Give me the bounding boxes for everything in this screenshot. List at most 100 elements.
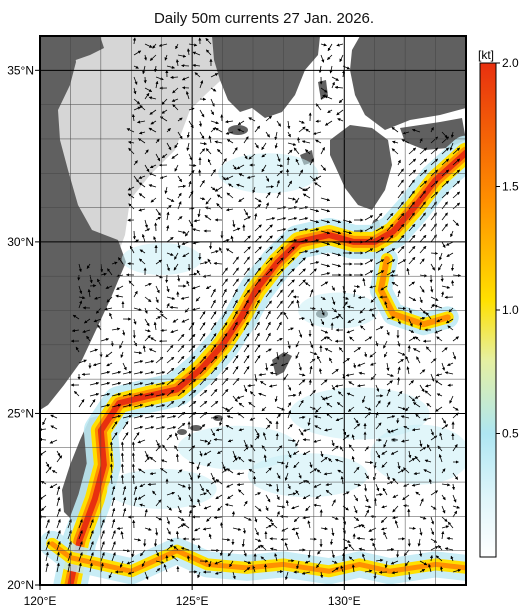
current-vector	[149, 164, 157, 169]
current-vector	[133, 403, 144, 408]
current-vector	[440, 291, 445, 298]
current-vector	[326, 412, 333, 419]
current-vector	[75, 346, 80, 353]
current-vector	[210, 428, 215, 437]
current-vector	[100, 403, 111, 408]
current-vector	[320, 87, 328, 93]
current-vector	[364, 237, 374, 243]
current-vector	[357, 318, 366, 323]
current-vector	[324, 120, 333, 126]
current-vector	[408, 234, 416, 243]
current-vector	[259, 380, 267, 386]
current-vector	[78, 359, 87, 364]
current-vector	[305, 128, 311, 133]
current-vector	[177, 184, 187, 188]
current-vector	[144, 228, 151, 232]
current-vector	[118, 257, 124, 265]
current-vector	[177, 241, 181, 249]
current-vector	[386, 329, 390, 336]
current-vector	[265, 300, 272, 309]
current-vector	[261, 406, 267, 412]
current-vector	[298, 268, 306, 276]
current-vector	[227, 439, 234, 443]
current-vector	[186, 280, 190, 287]
current-vector	[276, 413, 281, 419]
current-vector	[324, 95, 333, 100]
current-vector	[362, 395, 366, 404]
current-vector	[406, 366, 410, 375]
current-vector	[309, 219, 320, 224]
current-vector	[105, 351, 113, 358]
current-vector	[441, 347, 448, 353]
current-vector	[318, 65, 322, 74]
current-vector	[370, 296, 377, 303]
current-vector	[205, 148, 212, 155]
current-vector	[254, 332, 260, 342]
current-vector	[441, 424, 449, 430]
current-vector	[380, 285, 388, 291]
current-vector	[210, 169, 216, 177]
current-vector	[419, 201, 426, 210]
current-vector	[221, 366, 229, 375]
colorbar-ramp	[479, 62, 497, 558]
current-vector	[78, 296, 86, 300]
current-vector	[298, 126, 306, 133]
current-vector	[144, 92, 150, 100]
current-vector	[386, 223, 394, 232]
current-vector	[155, 393, 166, 397]
current-vector	[155, 404, 166, 408]
current-vector	[302, 428, 311, 432]
current-vector	[408, 380, 414, 386]
current-vector	[133, 371, 144, 375]
current-vector	[386, 259, 396, 265]
current-vector	[430, 358, 437, 364]
current-vector	[309, 268, 317, 276]
current-vector	[351, 434, 355, 441]
current-vector	[122, 381, 133, 386]
current-vector	[254, 204, 262, 210]
current-vector	[391, 140, 399, 144]
current-vector	[375, 212, 383, 221]
current-vector	[131, 441, 136, 452]
current-vector	[175, 59, 180, 67]
current-vector	[434, 380, 443, 386]
current-vector	[360, 325, 366, 331]
current-vector	[309, 261, 320, 265]
current-vector	[441, 180, 450, 188]
current-vector	[401, 139, 410, 144]
current-vector	[430, 136, 439, 144]
current-vector	[148, 96, 157, 100]
current-vector	[228, 183, 234, 188]
current-vector	[276, 246, 284, 254]
current-vector	[248, 153, 256, 160]
current-vector	[408, 245, 416, 254]
current-vector	[313, 439, 322, 443]
current-vector	[309, 250, 320, 254]
current-vector	[261, 164, 267, 173]
current-vector	[210, 311, 217, 320]
current-vector	[447, 325, 454, 331]
current-vector	[184, 307, 190, 313]
current-vector	[221, 322, 228, 331]
current-vector	[199, 261, 209, 265]
current-vector	[430, 296, 439, 301]
current-vector	[199, 179, 205, 188]
current-vector	[155, 208, 161, 216]
current-vector	[397, 201, 404, 210]
current-vector	[287, 402, 292, 408]
current-vector	[408, 526, 416, 530]
current-vector	[236, 164, 245, 170]
current-vector	[320, 263, 331, 268]
current-vector	[138, 208, 146, 212]
current-vector	[331, 285, 335, 291]
ishigaki-island	[190, 425, 202, 431]
current-vector	[258, 392, 267, 397]
colorbar-unit: [kt]	[478, 48, 494, 62]
current-vector	[397, 306, 407, 310]
current-vector	[419, 369, 426, 375]
current-vector	[155, 285, 160, 294]
colorbar-tick-label: 0.5	[502, 427, 519, 441]
current-vector	[441, 241, 446, 249]
current-vector	[452, 219, 459, 227]
current-vector	[408, 201, 415, 210]
